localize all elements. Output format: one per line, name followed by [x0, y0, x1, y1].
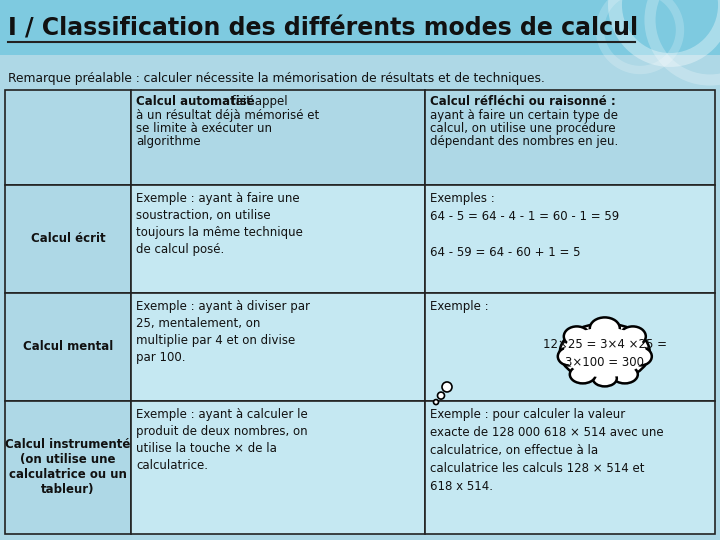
- Circle shape: [433, 400, 438, 404]
- Text: Exemple : pour calculer la valeur
exacte de 128 000 618 × 514 avec une
calculatr: Exemple : pour calculer la valeur exacte…: [430, 408, 664, 493]
- Text: Exemples :
64 - 5 = 64 - 4 - 1 = 60 - 1 = 59

64 - 59 = 64 - 60 + 1 = 5: Exemples : 64 - 5 = 64 - 4 - 1 = 60 - 1 …: [430, 192, 619, 259]
- Text: se limite à exécuter un: se limite à exécuter un: [136, 122, 272, 135]
- Circle shape: [438, 392, 444, 399]
- Text: calcul, on utilise une procédure: calcul, on utilise une procédure: [430, 122, 616, 135]
- Ellipse shape: [620, 326, 646, 346]
- Text: dépendant des nombres en jeu.: dépendant des nombres en jeu.: [430, 136, 618, 148]
- Bar: [425, 185, 715, 293]
- Ellipse shape: [564, 326, 590, 346]
- Text: Calcul réfléchi ou raisonné :: Calcul réfléchi ou raisonné :: [430, 95, 616, 108]
- Bar: [131, 185, 425, 293]
- Bar: [425, 293, 715, 401]
- Ellipse shape: [593, 370, 617, 387]
- Text: ayant à faire un certain type de: ayant à faire un certain type de: [430, 109, 618, 122]
- Bar: [131, 401, 425, 534]
- Ellipse shape: [558, 347, 580, 366]
- Ellipse shape: [560, 323, 649, 381]
- Text: Exemple : ayant à faire une
soustraction, on utilise
toujours la même technique
: Exemple : ayant à faire une soustraction…: [136, 192, 303, 256]
- Ellipse shape: [570, 366, 596, 383]
- Text: I / Classification des différents modes de calcul: I / Classification des différents modes …: [8, 17, 638, 41]
- Text: Calcul écrit: Calcul écrit: [31, 233, 105, 246]
- Text: à un résultat déjà mémorisé et: à un résultat déjà mémorisé et: [136, 109, 319, 122]
- Text: Calcul instrumenté
(on utilise une
calculatrice ou un
tableur): Calcul instrumenté (on utilise une calcu…: [5, 438, 131, 496]
- Bar: [5, 293, 131, 401]
- Text: Exemple :: Exemple :: [430, 300, 489, 313]
- Text: Exemple : ayant à calculer le
produit de deux nombres, on
utilise la touche × de: Exemple : ayant à calculer le produit de…: [136, 408, 307, 472]
- Ellipse shape: [564, 327, 646, 377]
- Bar: [131, 90, 425, 185]
- Bar: [425, 401, 715, 534]
- Bar: [425, 90, 715, 185]
- Bar: [5, 90, 131, 185]
- Ellipse shape: [612, 366, 638, 383]
- Bar: [5, 401, 131, 534]
- Ellipse shape: [630, 347, 652, 366]
- Text: Calcul mental: Calcul mental: [23, 341, 113, 354]
- Text: Calcul automatisé: Calcul automatisé: [136, 95, 255, 108]
- Bar: [131, 293, 425, 401]
- Text: : fait appel: : fait appel: [220, 95, 288, 108]
- Circle shape: [442, 382, 452, 392]
- Ellipse shape: [590, 318, 620, 340]
- Text: Remarque préalable : calculer nécessite la mémorisation de résultats et de techn: Remarque préalable : calculer nécessite …: [8, 72, 545, 85]
- Text: Exemple : ayant à diviser par
25, mentalement, on
multiplie par 4 et on divise
p: Exemple : ayant à diviser par 25, mental…: [136, 300, 310, 364]
- Text: 12×25 = 3×4 ×25 =
3×100 = 300: 12×25 = 3×4 ×25 = 3×100 = 300: [543, 338, 667, 369]
- Bar: [0, 55, 720, 540]
- Text: algorithme: algorithme: [136, 136, 201, 148]
- Bar: [0, 0, 720, 55]
- Bar: [5, 185, 131, 293]
